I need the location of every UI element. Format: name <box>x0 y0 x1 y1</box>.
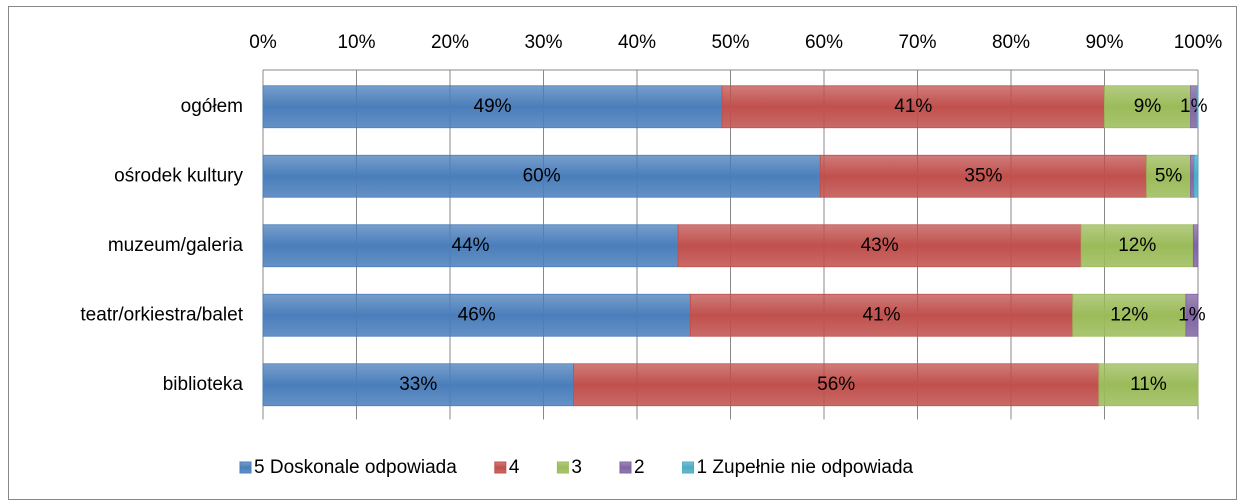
y-tick-label: ośrodek kultury <box>114 165 243 186</box>
legend-label: 5 Doskonale odpowiada <box>254 457 457 478</box>
data-label: 11% <box>1130 374 1167 395</box>
bar-segment <box>262 154 821 198</box>
legend-swatch <box>494 461 507 474</box>
legend-label: 3 <box>571 457 582 478</box>
y-tick-label: muzeum/galeria <box>108 235 244 256</box>
x-tick-label: 0% <box>249 32 277 53</box>
x-tick-label: 10% <box>337 32 375 53</box>
data-label: 5% <box>1155 165 1183 186</box>
bar-segment <box>819 154 1147 198</box>
bar-segment <box>677 224 1082 268</box>
legend-swatch <box>682 461 695 474</box>
bar-segment <box>262 293 691 337</box>
data-label: 12% <box>1110 304 1148 325</box>
legend-label: 1 Zupełnie nie odpowiada <box>697 457 914 478</box>
data-label: 12% <box>1118 235 1156 256</box>
legend-swatch <box>239 461 252 474</box>
data-label: 1% <box>1180 96 1208 117</box>
x-tick-label: 70% <box>898 32 936 53</box>
x-tick-label: 20% <box>431 32 469 53</box>
bar-segment <box>1190 154 1195 198</box>
data-label: 44% <box>452 235 490 256</box>
legend-swatch <box>556 461 569 474</box>
data-label: 43% <box>861 235 899 256</box>
y-tick-label: biblioteka <box>163 374 244 395</box>
x-tick-label: 60% <box>805 32 843 53</box>
data-label: 41% <box>862 304 900 325</box>
y-tick-label: teatr/orkiestra/balet <box>80 304 243 325</box>
data-label: 9% <box>1134 96 1162 117</box>
x-tick-label: 40% <box>618 32 656 53</box>
bar-segment <box>262 224 679 268</box>
bar-segment <box>1098 363 1199 407</box>
bar-segment <box>1146 154 1191 198</box>
data-label: 35% <box>964 165 1002 186</box>
legend-label: 4 <box>509 457 520 478</box>
x-tick-label: 100% <box>1174 32 1223 53</box>
data-label: 33% <box>399 374 437 395</box>
x-tick-label: 80% <box>992 32 1030 53</box>
bar-segment <box>1080 224 1194 268</box>
bar-segment <box>721 85 1105 129</box>
bar-segment <box>573 363 1100 407</box>
data-label: 1% <box>1178 304 1206 325</box>
bar-segment <box>1196 85 1199 129</box>
bar-segment <box>1185 293 1199 337</box>
x-tick-label: 90% <box>1085 32 1123 53</box>
data-label: 46% <box>458 304 496 325</box>
x-tick-label: 30% <box>524 32 562 53</box>
legend-label: 2 <box>634 457 645 478</box>
bar-segment <box>1192 224 1199 268</box>
bar-segment <box>1193 154 1199 198</box>
x-tick-label: 50% <box>711 32 749 53</box>
y-tick-label: ogółem <box>181 96 243 117</box>
data-label: 56% <box>817 374 855 395</box>
data-label: 60% <box>523 165 561 186</box>
bar-segment <box>262 85 723 129</box>
legend-swatch <box>619 461 632 474</box>
data-label: 49% <box>474 96 512 117</box>
bar-segment <box>262 363 574 407</box>
bar-segment <box>689 293 1074 337</box>
data-label: 41% <box>894 96 932 117</box>
bar-segment <box>1104 85 1191 129</box>
